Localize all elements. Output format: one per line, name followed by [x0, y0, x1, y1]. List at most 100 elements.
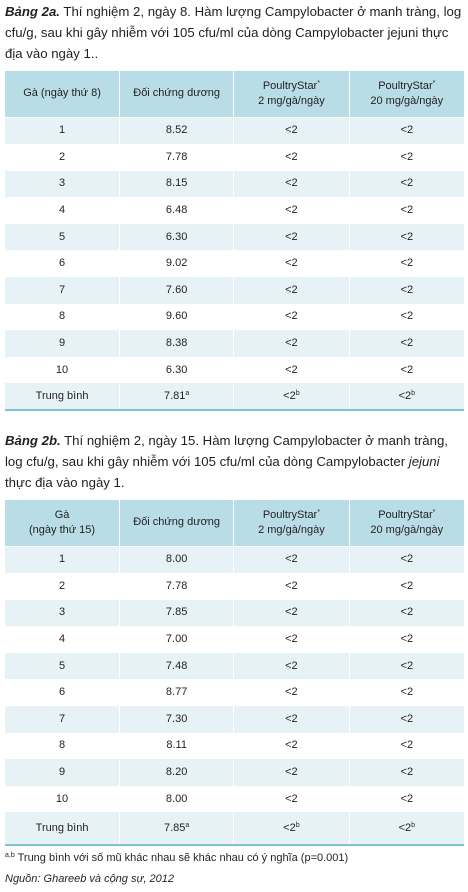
column-header-chicken: Gà (ngày thứ 15): [5, 500, 121, 546]
column-header-poultrystar-20mg: PoultryStar* 20 mg/gà/ngày: [349, 500, 464, 546]
table-cell: <2: [349, 143, 464, 171]
table-cell: <2: [233, 143, 350, 171]
summary-row: Trung bình 7.85a <2b <2b: [5, 811, 464, 846]
table-cell: <2: [349, 545, 464, 573]
column-header-poultrystar-2mg: PoultryStar* 2 mg/gà/ngày: [233, 500, 350, 546]
table-cell: <2: [233, 598, 350, 626]
table-cell: <2: [233, 116, 350, 144]
table-row: 4 7.00 <2 <2: [5, 625, 464, 653]
column-header-chicken: Gà (ngày thứ 8): [5, 71, 121, 117]
table-cell: <2: [233, 302, 350, 330]
table-cell: <2: [233, 705, 350, 733]
table-2b: Gà (ngày thứ 15) Đối chứng dương Poultry…: [5, 500, 464, 846]
summary-cell: <2b: [349, 382, 464, 411]
table-cell: <2: [349, 222, 464, 250]
summary-cell: <2b: [233, 811, 350, 846]
table-cell: <2: [233, 784, 350, 812]
table-cell: 7.48: [119, 651, 235, 679]
summary-value: 7.85: [163, 822, 186, 835]
table-cell: <2: [233, 196, 350, 224]
table-cell: <2: [233, 651, 350, 679]
table-row: 5 6.30 <2 <2: [5, 222, 464, 250]
table-cell: <2: [233, 355, 350, 383]
significance-mark: b: [411, 822, 416, 830]
table-cell: <2: [349, 329, 464, 357]
table-row: 3 8.15 <2 <2: [5, 169, 464, 197]
table-2b-label: Bảng 2b.: [5, 433, 61, 448]
table-cell: 7.78: [119, 572, 235, 600]
table-row: 10 8.00 <2 <2: [5, 784, 464, 812]
table-cell: 6.30: [119, 222, 235, 250]
table-cell: <2: [349, 678, 464, 706]
table-cell: 6: [5, 249, 121, 277]
table-cell: <2: [349, 705, 464, 733]
table-cell: <2: [233, 758, 350, 786]
table-cell: <2: [349, 598, 464, 626]
table-cell: 8.38: [119, 329, 235, 357]
table-cell: 9: [5, 329, 121, 357]
table-cell: <2: [349, 302, 464, 330]
summary-value: 7.81: [163, 390, 186, 403]
table-row: 2 7.78 <2 <2: [5, 572, 464, 600]
summary-label: Trung bình: [5, 811, 121, 846]
significance-mark: a: [185, 822, 190, 830]
summary-value: <2: [398, 822, 412, 835]
table-row: 9 8.20 <2 <2: [5, 758, 464, 786]
table-cell: <2: [233, 731, 350, 759]
table-cell: <2: [349, 116, 464, 144]
source-note: Nguồn: Ghareeb và cộng sự, 2012: [5, 873, 175, 885]
table-cell: <2: [233, 545, 350, 573]
table-cell: 10: [5, 355, 121, 383]
table-cell: 1: [5, 116, 121, 144]
table-cell: 9.02: [119, 249, 235, 277]
table-cell: 7.30: [119, 705, 235, 733]
table-cell: <2: [349, 731, 464, 759]
table-2a-caption: Bảng 2a. Thí nghiệm 2, ngày 8. Hàm lượng…: [5, 1, 465, 64]
column-header-positive-control: Đối chứng dương: [119, 500, 235, 546]
significance-mark: b: [295, 390, 300, 398]
table-cell: 8.20: [119, 758, 235, 786]
table-2a-label: Bảng 2a.: [5, 4, 60, 19]
table-cell: 8.77: [119, 678, 235, 706]
table-cell: <2: [349, 355, 464, 383]
table-row: 7 7.60 <2 <2: [5, 276, 464, 304]
footnote: a,b Trung bình với số mũ khác nhau sẽ kh…: [5, 852, 349, 864]
table-row: 5 7.48 <2 <2: [5, 651, 464, 679]
table-cell: <2: [233, 678, 350, 706]
table-row: 1 8.52 <2 <2: [5, 116, 464, 144]
summary-row: Trung bình 7.81a <2b <2b: [5, 382, 464, 411]
table-row: 6 9.02 <2 <2: [5, 249, 464, 277]
table-cell: 7: [5, 276, 121, 304]
summary-label: Trung bình: [5, 382, 121, 411]
table-cell: 2: [5, 143, 121, 171]
table-row: 6 8.77 <2 <2: [5, 678, 464, 706]
table-row: 4 6.48 <2 <2: [5, 196, 464, 224]
table-row: 2 7.78 <2 <2: [5, 143, 464, 171]
table-cell: 7.60: [119, 276, 235, 304]
summary-cell: <2b: [349, 811, 464, 846]
table-cell: 6: [5, 678, 121, 706]
table-cell: 4: [5, 625, 121, 653]
summary-cell: <2b: [233, 382, 350, 411]
table-cell: 8.52: [119, 116, 235, 144]
table-cell: 1: [5, 545, 121, 573]
significance-mark: b: [295, 822, 300, 830]
table-cell: 7.78: [119, 143, 235, 171]
table-cell: <2: [349, 758, 464, 786]
summary-cell: 7.81a: [119, 382, 235, 411]
table-cell: 3: [5, 169, 121, 197]
table-cell: 6.48: [119, 196, 235, 224]
table-cell: <2: [349, 651, 464, 679]
table-cell: <2: [233, 249, 350, 277]
table-cell: <2: [233, 276, 350, 304]
table-cell: 10: [5, 784, 121, 812]
summary-value: <2: [283, 822, 296, 835]
table-cell: <2: [233, 169, 350, 197]
table-row: 3 7.85 <2 <2: [5, 598, 464, 626]
table-cell: <2: [349, 196, 464, 224]
summary-cell: 7.85a: [119, 811, 235, 846]
table-cell: 2: [5, 572, 121, 600]
significance-mark: a: [185, 390, 190, 398]
table-row: 7 7.30 <2 <2: [5, 705, 464, 733]
column-header-poultrystar-20mg: PoultryStar* 20 mg/gà/ngày: [349, 71, 464, 117]
